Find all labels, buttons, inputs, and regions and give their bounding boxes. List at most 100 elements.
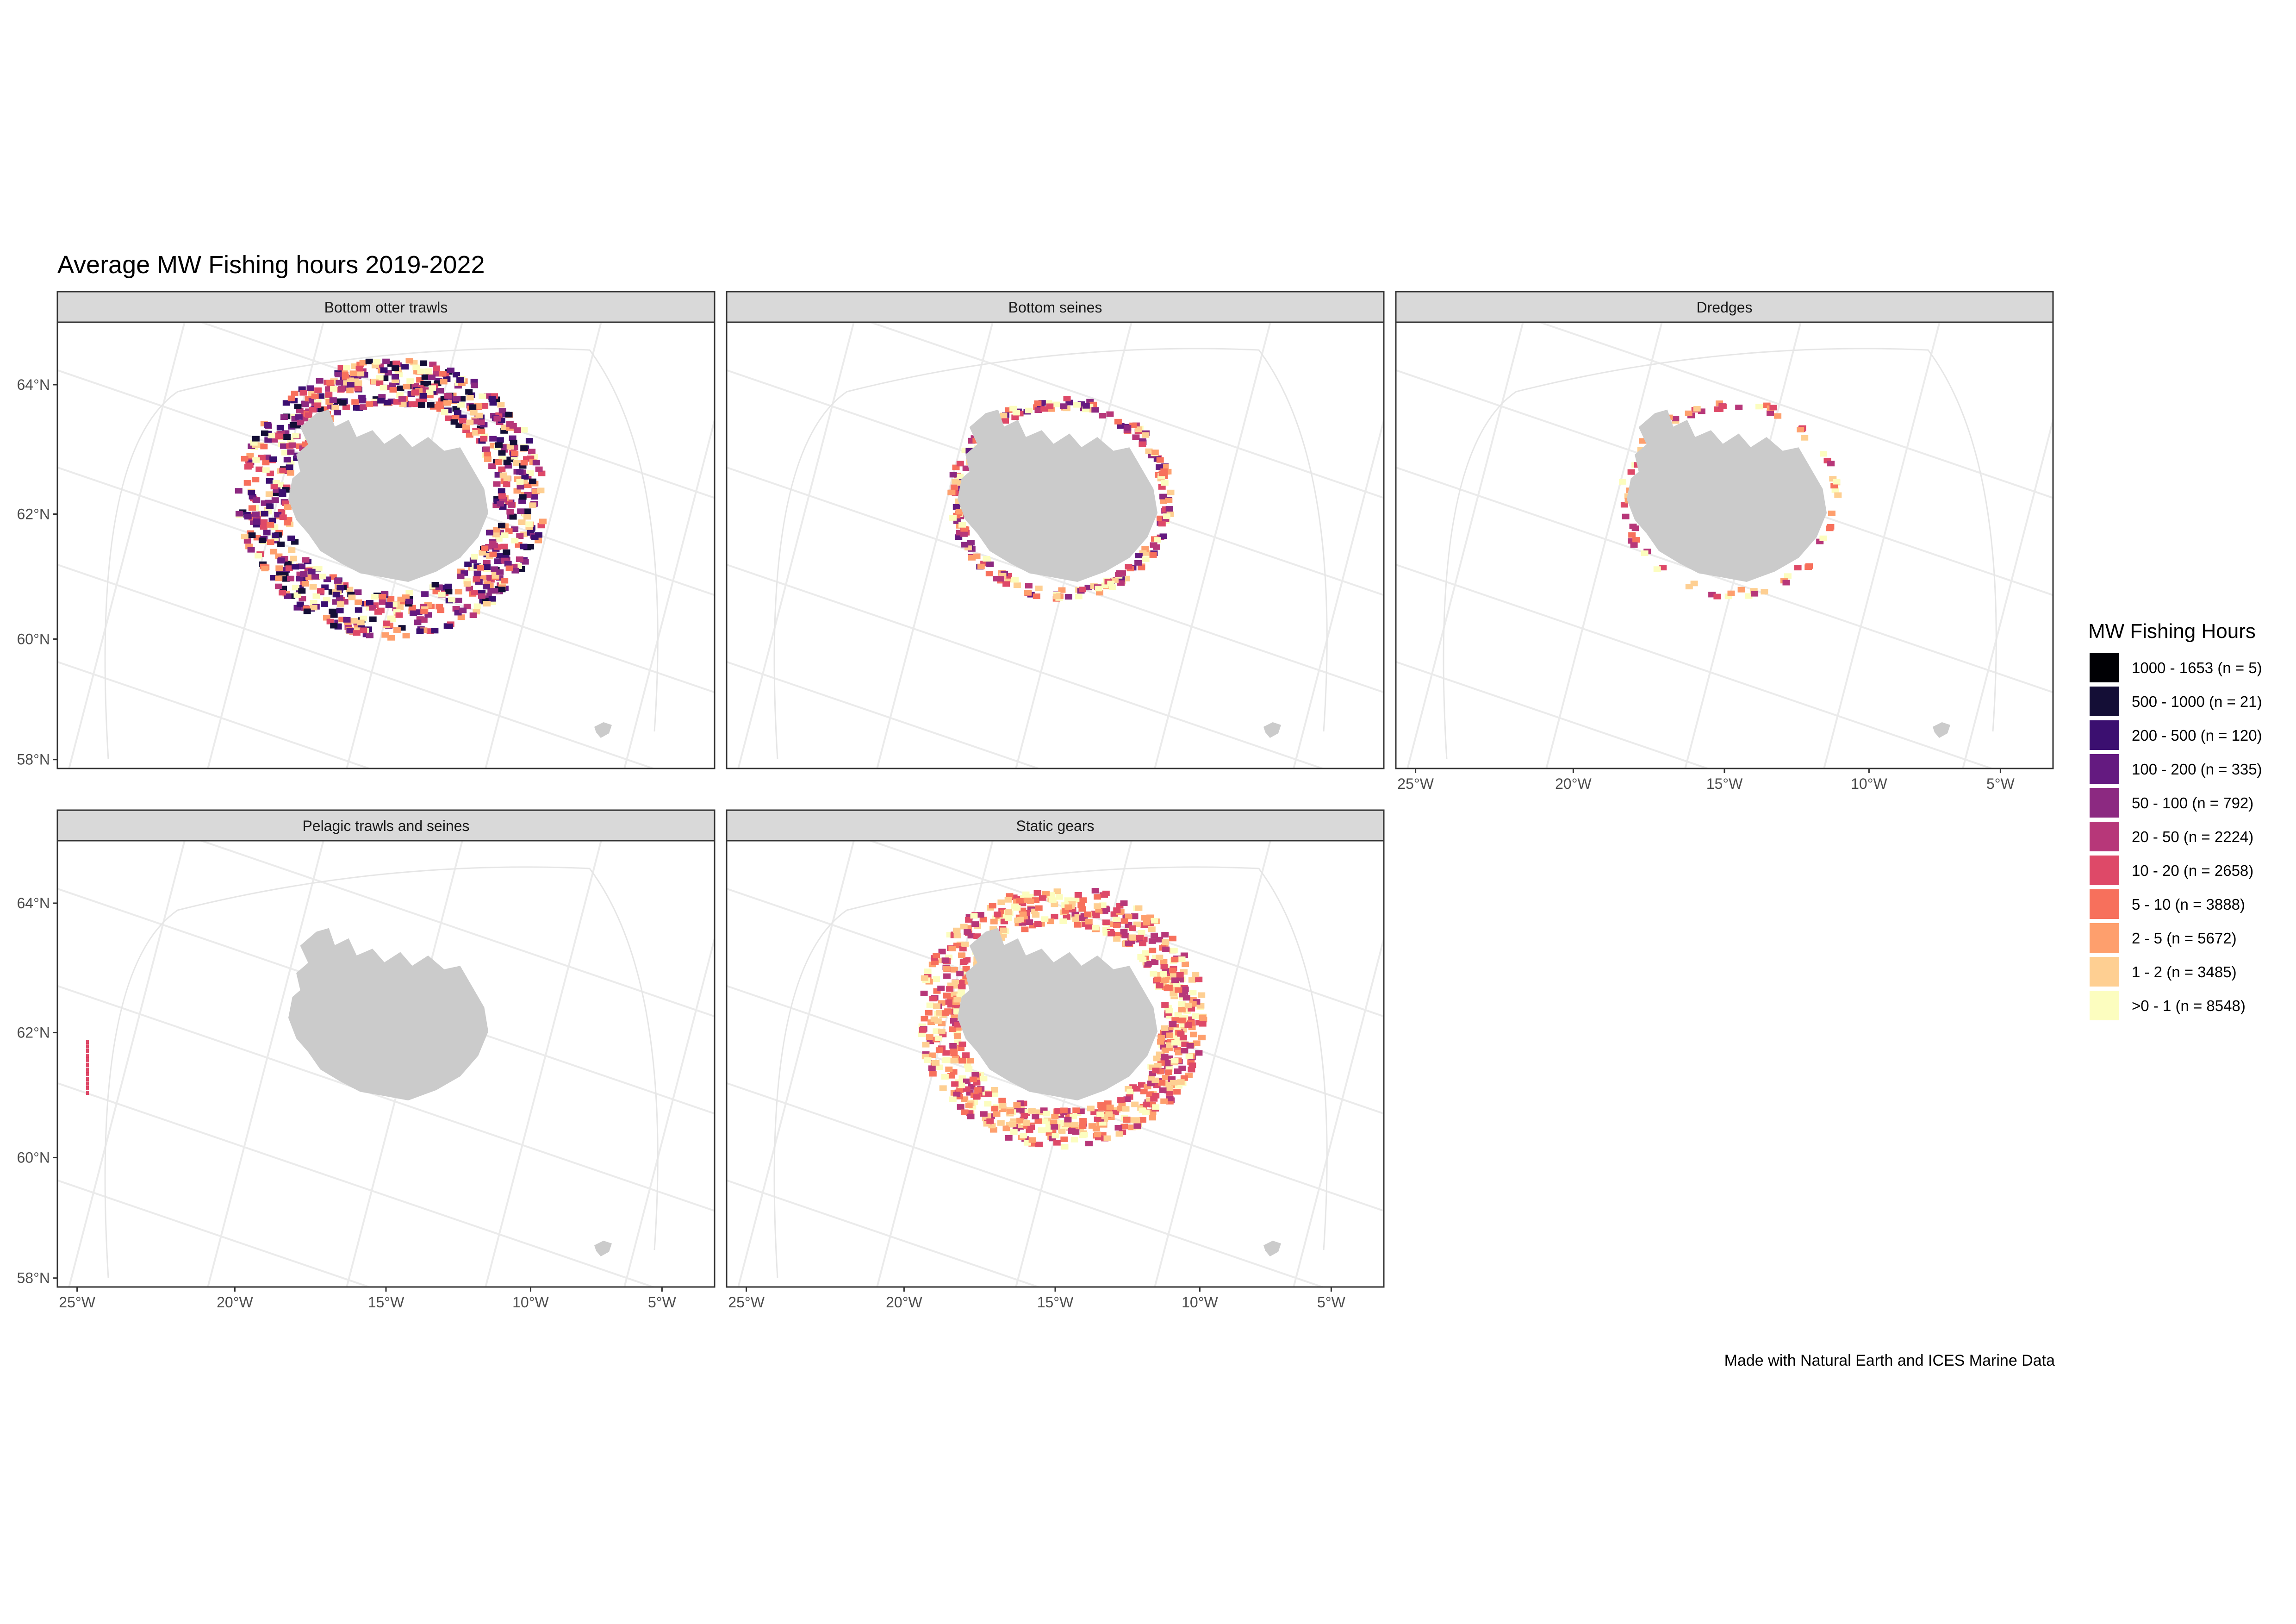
effort-cell bbox=[1170, 1080, 1178, 1086]
effort-cell bbox=[1121, 933, 1129, 938]
legend-swatch bbox=[2090, 856, 2119, 885]
plot-title: Average MW Fishing hours 2019-2022 bbox=[57, 251, 485, 279]
effort-cell bbox=[1059, 918, 1067, 924]
iceland-landmass bbox=[957, 928, 1158, 1101]
x-tick-label: 20°W bbox=[886, 1294, 922, 1311]
effort-cell bbox=[962, 1052, 970, 1058]
faroe-islands bbox=[594, 722, 612, 738]
effort-cell bbox=[984, 1101, 992, 1107]
effort-cell bbox=[532, 460, 540, 466]
effort-cell bbox=[1619, 479, 1626, 485]
effort-cell bbox=[301, 401, 309, 407]
effort-cell bbox=[1034, 1118, 1042, 1124]
effort-cell bbox=[977, 563, 985, 569]
effort-cell bbox=[949, 515, 957, 521]
effort-cell bbox=[493, 527, 501, 533]
effort-cell bbox=[985, 571, 993, 576]
effort-cell bbox=[1774, 413, 1782, 419]
effort-cell bbox=[1146, 1091, 1154, 1097]
effort-cell bbox=[933, 953, 940, 959]
legend-label: 50 - 100 (n = 792) bbox=[2132, 794, 2253, 812]
effort-cell bbox=[958, 1058, 966, 1064]
effort-cell bbox=[958, 952, 966, 958]
effort-cell bbox=[1122, 1106, 1130, 1112]
effort-cell bbox=[519, 494, 527, 500]
effort-cell bbox=[253, 519, 261, 525]
effort-cell bbox=[86, 1058, 89, 1062]
effort-cell bbox=[942, 1050, 950, 1056]
effort-cell bbox=[1073, 402, 1081, 407]
effort-cell bbox=[1087, 1106, 1095, 1112]
effort-cell bbox=[941, 957, 949, 963]
effort-cell bbox=[959, 946, 967, 952]
effort-cell bbox=[314, 387, 322, 393]
effort-cell bbox=[268, 518, 276, 524]
effort-cell bbox=[979, 917, 987, 923]
effort-cell bbox=[1072, 1129, 1080, 1135]
effort-cell bbox=[1043, 1111, 1051, 1117]
graticule-latitude bbox=[197, 841, 715, 1018]
effort-cell bbox=[495, 536, 503, 542]
effort-cell bbox=[306, 385, 314, 391]
legend-swatch bbox=[2090, 991, 2119, 1020]
effort-cell bbox=[336, 585, 344, 591]
effort-cell bbox=[520, 543, 528, 550]
effort-cell bbox=[1054, 1108, 1062, 1114]
graticule-latitude bbox=[727, 1179, 1039, 1287]
effort-cell bbox=[498, 488, 505, 494]
effort-cell bbox=[288, 442, 296, 448]
eez-boundary bbox=[773, 866, 1328, 1278]
effort-cell bbox=[308, 568, 316, 575]
effort-cell bbox=[368, 605, 376, 611]
effort-cell bbox=[374, 609, 382, 615]
effort-cell bbox=[1169, 968, 1177, 974]
effort-cell bbox=[983, 556, 990, 562]
effort-cell bbox=[86, 1091, 89, 1095]
effort-cells bbox=[918, 888, 1207, 1150]
effort-cell bbox=[86, 1054, 89, 1058]
effort-cell bbox=[504, 561, 512, 567]
effort-cell bbox=[445, 589, 453, 594]
effort-cell bbox=[1004, 897, 1012, 903]
effort-cell bbox=[1139, 941, 1146, 947]
effort-cell bbox=[280, 414, 288, 420]
effort-cell bbox=[1035, 585, 1043, 591]
effort-cell bbox=[952, 504, 960, 510]
effort-cell bbox=[1117, 1097, 1125, 1103]
effort-cell bbox=[1751, 591, 1759, 597]
effort-cell bbox=[977, 912, 984, 918]
effort-cell bbox=[952, 479, 959, 485]
effort-cell bbox=[1182, 995, 1190, 1001]
effort-cell bbox=[1058, 1129, 1066, 1134]
effort-cell bbox=[949, 1026, 957, 1032]
effort-cell bbox=[466, 432, 473, 438]
effort-cell bbox=[1091, 888, 1099, 894]
effort-cell bbox=[1629, 524, 1637, 530]
effort-cell bbox=[258, 537, 266, 543]
effort-cell bbox=[958, 522, 966, 528]
effort-cell bbox=[1096, 1111, 1104, 1117]
facet-bottom-seines: Bottom seines bbox=[726, 291, 1385, 769]
effort-cell bbox=[1154, 537, 1161, 543]
effort-cell bbox=[406, 378, 414, 384]
effort-cell bbox=[525, 521, 533, 527]
effort-cell bbox=[510, 439, 517, 445]
effort-cell bbox=[1185, 1053, 1193, 1059]
effort-cell bbox=[1002, 581, 1010, 587]
graticule-meridian bbox=[737, 322, 855, 768]
effort-cell bbox=[466, 419, 474, 425]
effort-cell bbox=[288, 547, 296, 553]
legend-swatch bbox=[2090, 720, 2119, 750]
effort-cell bbox=[1000, 412, 1008, 418]
effort-cell bbox=[1641, 550, 1649, 556]
effort-cell bbox=[1151, 1077, 1159, 1083]
legend-label: 100 - 200 (n = 335) bbox=[2132, 761, 2262, 778]
effort-cell bbox=[1170, 973, 1177, 979]
effort-cell bbox=[380, 385, 387, 391]
effort-cell bbox=[481, 545, 489, 551]
effort-cell bbox=[317, 393, 325, 399]
effort-cell bbox=[405, 358, 413, 364]
x-tick-label: 25°W bbox=[728, 1294, 765, 1311]
effort-cell bbox=[453, 372, 460, 378]
effort-cell bbox=[379, 599, 386, 605]
